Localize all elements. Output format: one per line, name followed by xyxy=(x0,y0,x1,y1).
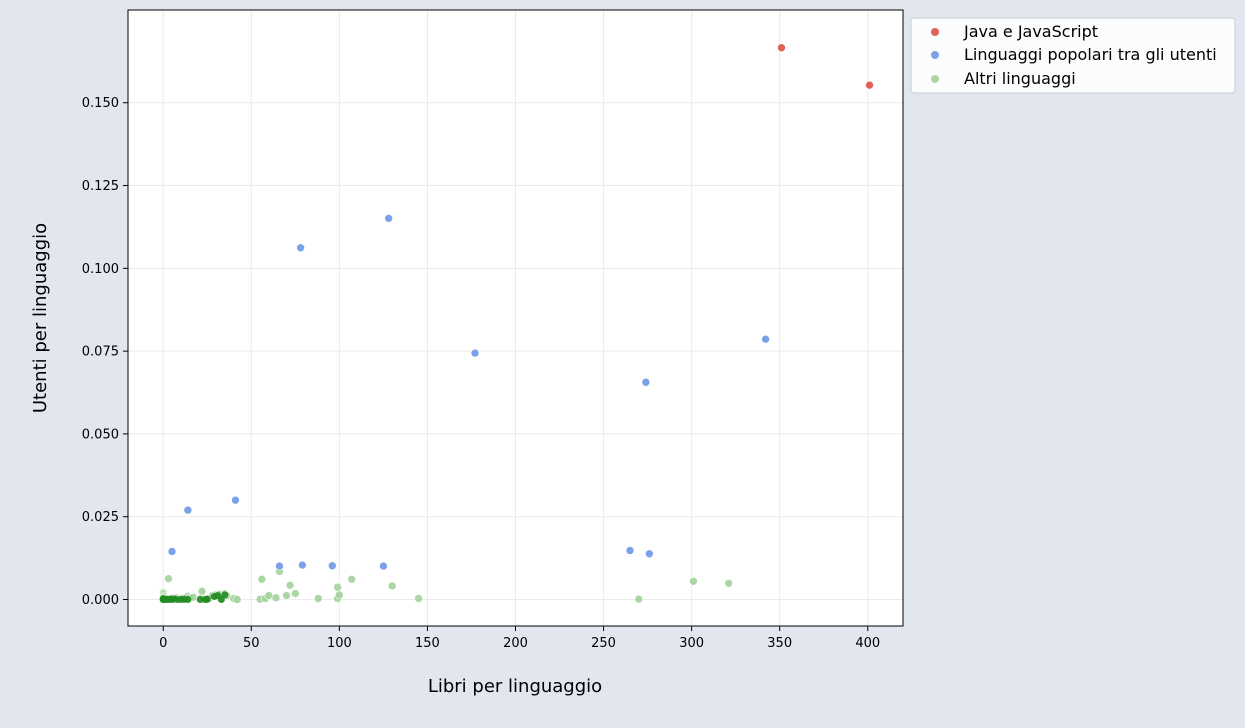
x-axis-title: Libri per linguaggio xyxy=(428,676,602,697)
data-point xyxy=(197,586,207,596)
data-point xyxy=(298,560,307,570)
data-point xyxy=(414,594,423,603)
data-point xyxy=(196,596,204,604)
legend: Java e JavaScript Linguaggi popolari tra… xyxy=(910,17,1236,94)
highlight-points xyxy=(159,591,229,604)
data-point xyxy=(328,561,337,571)
data-point xyxy=(291,589,300,598)
y-tick-label: 0.000 xyxy=(82,593,119,608)
data-point xyxy=(634,594,644,604)
x-tick-label: 400 xyxy=(855,636,880,651)
data-point xyxy=(183,505,193,515)
data-point xyxy=(335,590,344,600)
data-point xyxy=(271,593,281,603)
data-point xyxy=(387,581,397,591)
data-point xyxy=(384,214,393,223)
y-axis-ticks: 0.000 0.025 0.050 0.075 0.100 0.125 0.150 xyxy=(82,96,128,608)
data-point xyxy=(257,575,267,584)
legend-label-other: Altri linguaggi xyxy=(964,69,1076,88)
data-point xyxy=(285,580,295,590)
y-axis-title: Utenti per linguaggio xyxy=(30,223,51,413)
x-tick-label: 0 xyxy=(159,636,167,651)
legend-marker-java xyxy=(931,28,939,36)
data-point xyxy=(379,561,388,571)
data-point xyxy=(724,578,733,588)
data-point xyxy=(777,43,786,53)
y-tick-label: 0.025 xyxy=(82,510,119,525)
data-point xyxy=(221,591,229,599)
x-tick-label: 50 xyxy=(243,636,260,651)
legend-marker-other xyxy=(931,75,939,83)
data-point xyxy=(470,348,480,358)
data-point xyxy=(641,377,651,387)
x-tick-label: 150 xyxy=(415,636,440,651)
data-point xyxy=(347,575,356,584)
data-point xyxy=(333,582,342,592)
data-point xyxy=(164,574,173,583)
x-tick-label: 350 xyxy=(767,636,792,651)
data-point xyxy=(313,594,323,603)
y-tick-label: 0.050 xyxy=(82,427,119,442)
data-point xyxy=(184,596,192,604)
data-point xyxy=(232,595,242,604)
data-point xyxy=(275,561,284,571)
grid-lines xyxy=(128,10,903,626)
data-point xyxy=(761,334,770,344)
data-point xyxy=(865,80,874,90)
x-axis-ticks: 0 50 100 150 200 250 300 350 400 xyxy=(159,626,880,651)
data-point xyxy=(625,546,635,555)
series-0 xyxy=(777,43,874,90)
series-1 xyxy=(167,214,770,571)
legend-label-popular: Linguaggi popolari tra gli utenti xyxy=(964,45,1217,64)
legend-box xyxy=(910,17,1236,94)
data-point xyxy=(167,547,177,556)
data-point xyxy=(645,549,654,559)
legend-marker-popular xyxy=(931,51,939,59)
y-tick-label: 0.075 xyxy=(82,345,119,360)
data-point xyxy=(296,243,305,253)
x-tick-label: 300 xyxy=(679,636,704,651)
data-point xyxy=(689,576,698,586)
x-tick-label: 100 xyxy=(327,636,352,651)
x-tick-label: 200 xyxy=(503,636,528,651)
data-point xyxy=(203,595,211,603)
x-tick-label: 250 xyxy=(591,636,616,651)
y-tick-label: 0.150 xyxy=(82,96,119,111)
y-tick-label: 0.100 xyxy=(82,262,119,277)
data-point xyxy=(282,591,291,600)
y-tick-label: 0.125 xyxy=(82,179,119,194)
legend-label-java: Java e JavaScript xyxy=(963,22,1098,41)
data-point xyxy=(231,495,240,505)
